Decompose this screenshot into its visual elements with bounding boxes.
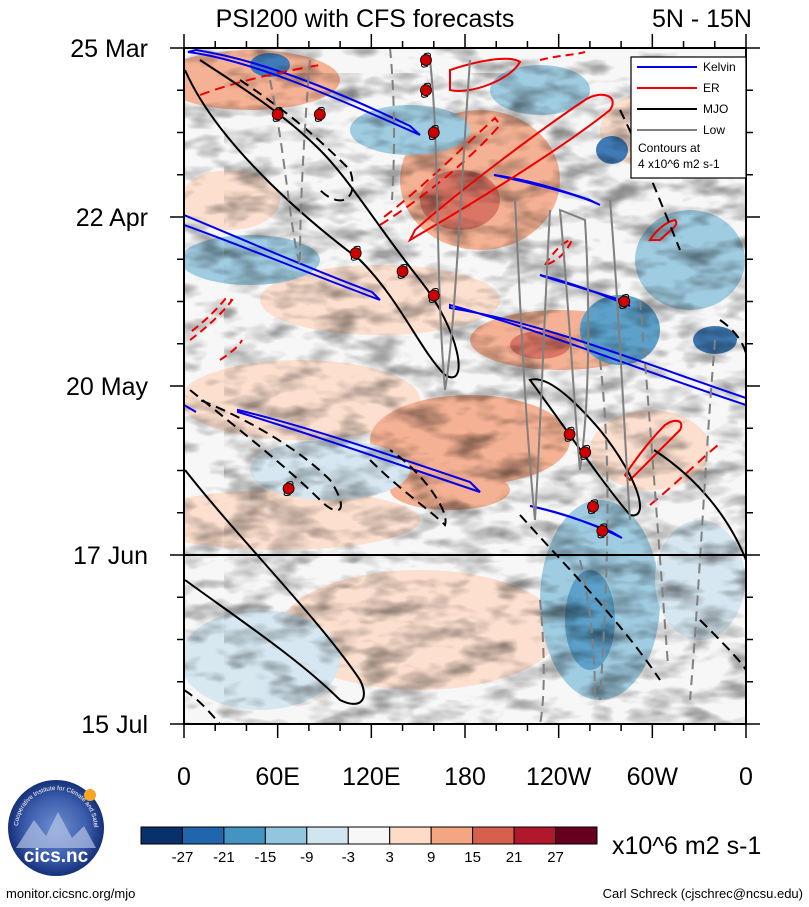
colorbar-tick-label: -15	[255, 849, 277, 866]
storm-marker	[618, 294, 631, 309]
x-tick-label: 180	[444, 763, 486, 791]
storm-marker	[420, 52, 432, 68]
colorbar-swatch	[264, 826, 308, 845]
colorbar-swatch	[389, 826, 432, 845]
storm-marker	[579, 444, 592, 460]
storm-marker	[587, 499, 599, 515]
storm-marker	[349, 245, 362, 261]
x-tick-label: 120W	[526, 763, 592, 791]
storm-marker	[420, 82, 432, 98]
legend-note-line1: Contours at	[638, 141, 701, 155]
storm-marker	[396, 263, 409, 279]
storm-marker	[282, 481, 295, 497]
colorbar-swatch	[140, 826, 183, 845]
logo-text: cics.nc	[24, 846, 89, 867]
colorbar: -27 -21 -15 -9 -3 3 9 15 21 27	[140, 826, 598, 866]
legend-label: Low	[703, 123, 725, 137]
storm-marker	[313, 106, 326, 122]
legend-label: Kelvin	[703, 60, 736, 74]
footer-author: Carl Schreck (cjschrec@ncsu.edu)	[603, 886, 803, 901]
y-axis: 25 Mar 22 Apr 20 May 17 Jun 15 Jul	[66, 35, 760, 739]
storm-marker	[596, 523, 609, 539]
colorbar-tick-label: 3	[386, 849, 394, 866]
legend: Kelvin ER MJO Low Contours at 4 x10^6 m2 s-…	[630, 56, 747, 179]
y-tick-label: 20 May	[66, 373, 148, 401]
colorbar-swatch	[513, 826, 557, 845]
colorbar-tick-label: -21	[213, 849, 235, 866]
x-tick-label: 60W	[627, 763, 679, 791]
colorbar-swatch	[181, 826, 225, 845]
x-tick-label: 0	[177, 763, 191, 791]
y-tick-label: 15 Jul	[81, 711, 148, 739]
colorbar-swatch	[555, 826, 598, 845]
colorbar-tick-label: 21	[506, 849, 523, 866]
colorbar-tick-label: 15	[464, 849, 481, 866]
colorbar-tick-label: 27	[547, 849, 564, 866]
low-contours	[269, 48, 716, 724]
colorbar-swatch	[306, 826, 349, 845]
x-tick-label: 60E	[255, 763, 299, 791]
storm-marker	[427, 287, 440, 303]
legend-note-line2: 4 x10^6 m2 s-1	[638, 157, 720, 171]
x-tick-label: 0	[739, 763, 753, 791]
colorbar-tick-label: -3	[342, 849, 355, 866]
legend-box	[630, 56, 747, 179]
storm-marker	[563, 426, 576, 442]
colorbar-swatch	[223, 826, 266, 845]
footer-url: monitor.cicsnc.org/mjo	[6, 886, 135, 901]
cicsnc-logo: cics.nc Cooperative Institute for Climat…	[0, 0, 104, 876]
colorbar-tick-label: 9	[427, 849, 435, 866]
colorbar-units: x10^6 m2 s-1	[612, 832, 761, 860]
legend-label: ER	[703, 81, 720, 95]
y-tick-label: 25 Mar	[70, 35, 148, 63]
region-label: 5N - 15N	[652, 5, 752, 33]
colorbar-swatch	[347, 826, 391, 845]
y-tick-label: 22 Apr	[76, 204, 148, 232]
legend-label: MJO	[703, 102, 728, 116]
chart-title: PSI200 with CFS forecasts	[216, 5, 515, 33]
colorbar-swatch	[430, 826, 474, 845]
x-axis: 0 60E 120E 180 120W 60W 0	[177, 34, 753, 791]
y-tick-label: 17 Jun	[73, 542, 148, 570]
storm-marker	[427, 125, 440, 140]
logo-ring-text: Cooperative Institute for Climate and Sa…	[0, 0, 99, 828]
colorbar-tick-label: -27	[172, 849, 194, 866]
x-tick-label: 120E	[342, 763, 400, 791]
storm-marker	[271, 106, 284, 122]
storm-markers	[271, 52, 631, 539]
colorbar-swatch	[472, 826, 515, 845]
colorbar-tick-label: -9	[300, 849, 313, 866]
